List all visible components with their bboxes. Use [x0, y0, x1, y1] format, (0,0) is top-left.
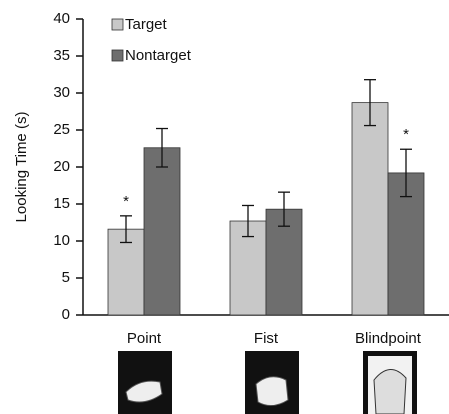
x-tick-label: Point [127, 330, 162, 347]
legend-swatch [112, 50, 123, 61]
icons [118, 351, 417, 414]
legend-label: Nontarget [125, 47, 192, 64]
fist-hand [256, 377, 288, 406]
annotation: * [123, 193, 129, 210]
y-tick-label: 10 [53, 232, 70, 249]
y-axis-label: Looking Time (s) [13, 112, 30, 223]
chart: Looking Time (s) 0 5 10 15 20 25 30 35 40 Point Fi… [0, 0, 449, 414]
bar [352, 103, 388, 315]
y-tick-label: 35 [53, 47, 70, 64]
x-tick-label: Blindpoint [355, 330, 422, 347]
y-tick-label: 25 [53, 121, 70, 138]
y-tick-label: 20 [53, 158, 70, 175]
bar [144, 148, 180, 315]
y-tick-label: 40 [53, 10, 70, 27]
y-tick-label: 5 [62, 269, 70, 286]
y-tick-label: 30 [53, 84, 70, 101]
legend-label: Target [125, 16, 168, 33]
y-tick-label: 0 [62, 306, 70, 323]
legend-swatch [112, 19, 123, 30]
blindpoint-figure [374, 369, 406, 414]
page: {"chart_data": {"type": "bar", "y_label"… [0, 0, 449, 414]
annotation: * [403, 126, 409, 143]
x-tick-label: Fist [254, 330, 279, 347]
y-tick-label: 15 [53, 195, 70, 212]
